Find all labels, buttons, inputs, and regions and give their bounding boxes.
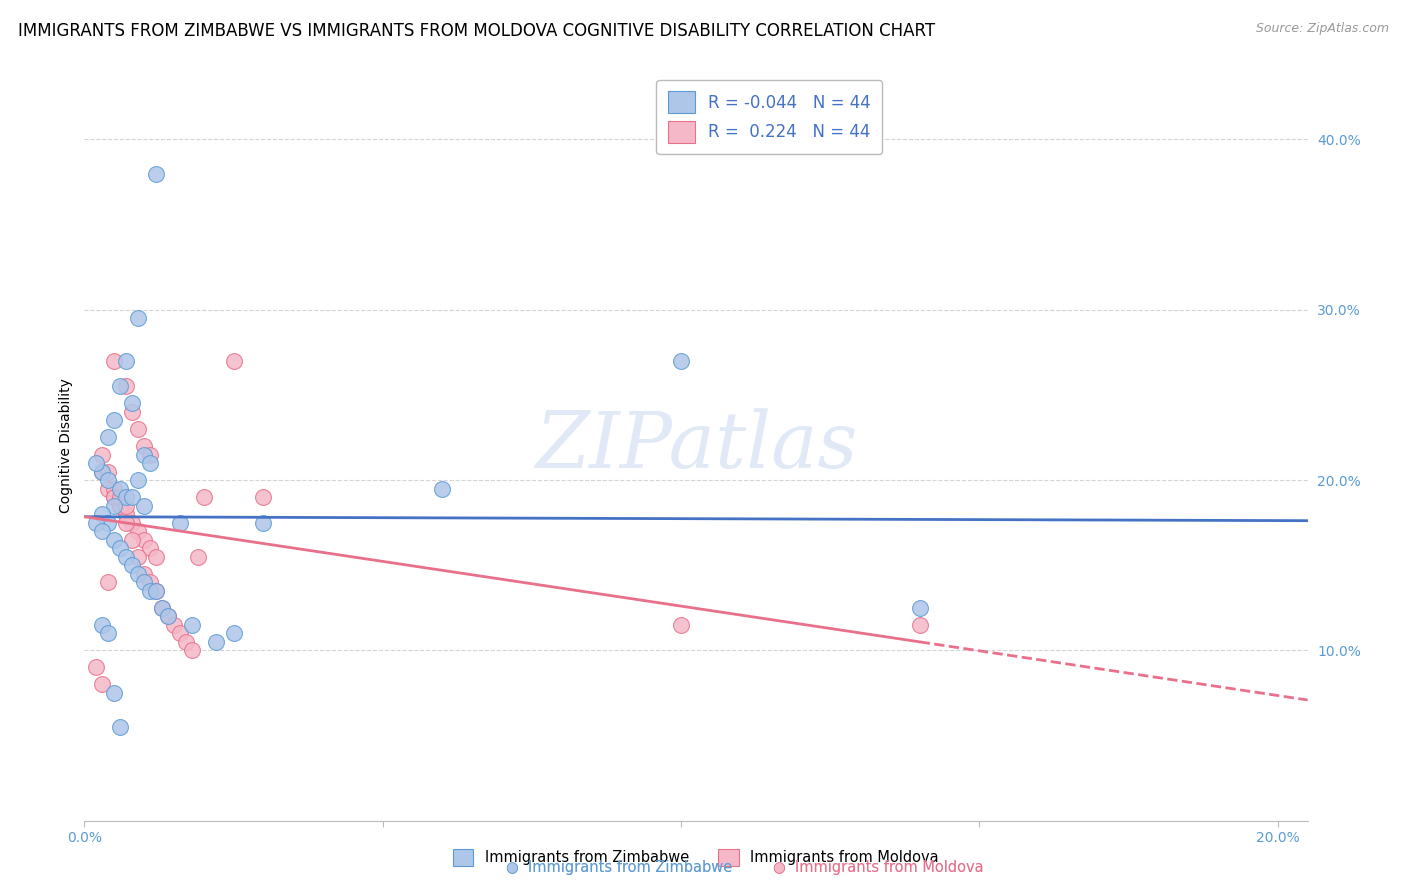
Point [132, 499, 155, 513]
Point [91, 465, 114, 479]
Point [132, 575, 155, 590]
Point [139, 541, 162, 556]
Point [91, 507, 114, 521]
Point [97, 473, 120, 487]
Point [108, 720, 131, 734]
Point [91, 617, 114, 632]
Point [908, 617, 931, 632]
Point [169, 626, 191, 640]
Point [97, 516, 120, 530]
Point [132, 448, 155, 462]
Point [174, 635, 197, 649]
Point [163, 617, 186, 632]
Text: ●  Immigrants from Moldova: ● Immigrants from Moldova [773, 861, 984, 875]
Point [150, 600, 173, 615]
Point [222, 626, 245, 640]
Point [103, 499, 125, 513]
Point [180, 643, 202, 657]
Point [103, 354, 125, 368]
Point [127, 549, 149, 564]
Point [139, 448, 162, 462]
Point [150, 600, 173, 615]
Point [145, 583, 167, 598]
Point [204, 635, 226, 649]
Point [252, 490, 274, 504]
Point [115, 354, 138, 368]
Point [121, 490, 143, 504]
Point [108, 482, 131, 496]
Y-axis label: Cognitive Disability: Cognitive Disability [59, 378, 73, 514]
Point [132, 566, 155, 581]
Point [91, 524, 114, 538]
Point [91, 448, 114, 462]
Point [91, 465, 114, 479]
Point [908, 600, 931, 615]
Point [669, 354, 692, 368]
Point [132, 439, 155, 453]
Point [252, 516, 274, 530]
Point [97, 465, 120, 479]
Point [127, 422, 149, 436]
Point [145, 583, 167, 598]
Point [139, 456, 162, 470]
Point [108, 490, 131, 504]
Point [156, 609, 179, 624]
Point [156, 609, 179, 624]
Point [669, 617, 692, 632]
Point [121, 396, 143, 410]
Text: Source: ZipAtlas.com: Source: ZipAtlas.com [1256, 22, 1389, 36]
Point [193, 490, 215, 504]
Point [91, 677, 114, 691]
Point [108, 499, 131, 513]
Point [84, 516, 107, 530]
Text: ○  Immigrants from Zimbabwe: ○ Immigrants from Zimbabwe [506, 861, 733, 875]
Point [127, 311, 149, 326]
Point [97, 482, 120, 496]
Point [108, 499, 131, 513]
Point [121, 516, 143, 530]
Point [103, 413, 125, 427]
Point [145, 167, 167, 181]
Point [139, 575, 162, 590]
Point [97, 575, 120, 590]
Point [115, 507, 138, 521]
Point [115, 499, 138, 513]
Point [145, 549, 167, 564]
Point [127, 473, 149, 487]
Text: ○  Immigrants from Moldova: ○ Immigrants from Moldova [773, 861, 984, 875]
Point [84, 660, 107, 674]
Point [115, 490, 138, 504]
Text: ZIPatlas: ZIPatlas [534, 408, 858, 484]
Point [127, 524, 149, 538]
Point [132, 533, 155, 547]
Point [108, 379, 131, 393]
Point [187, 549, 209, 564]
Legend: Immigrants from Zimbabwe, Immigrants from Moldova: Immigrants from Zimbabwe, Immigrants fro… [446, 842, 946, 873]
Point [108, 541, 131, 556]
Point [127, 566, 149, 581]
Text: ●  Immigrants from Zimbabwe: ● Immigrants from Zimbabwe [506, 861, 733, 875]
Point [103, 482, 125, 496]
Point [432, 482, 454, 496]
Point [115, 516, 138, 530]
Point [103, 490, 125, 504]
Point [180, 617, 202, 632]
Point [139, 583, 162, 598]
Point [97, 626, 120, 640]
Point [169, 516, 191, 530]
Point [103, 490, 125, 504]
Point [121, 405, 143, 419]
Point [121, 558, 143, 573]
Point [121, 533, 143, 547]
Point [103, 686, 125, 700]
Point [115, 379, 138, 393]
Point [103, 533, 125, 547]
Point [97, 430, 120, 444]
Text: IMMIGRANTS FROM ZIMBABWE VS IMMIGRANTS FROM MOLDOVA COGNITIVE DISABILITY CORRELA: IMMIGRANTS FROM ZIMBABWE VS IMMIGRANTS F… [18, 22, 935, 40]
Point [84, 456, 107, 470]
Point [222, 354, 245, 368]
Point [115, 549, 138, 564]
